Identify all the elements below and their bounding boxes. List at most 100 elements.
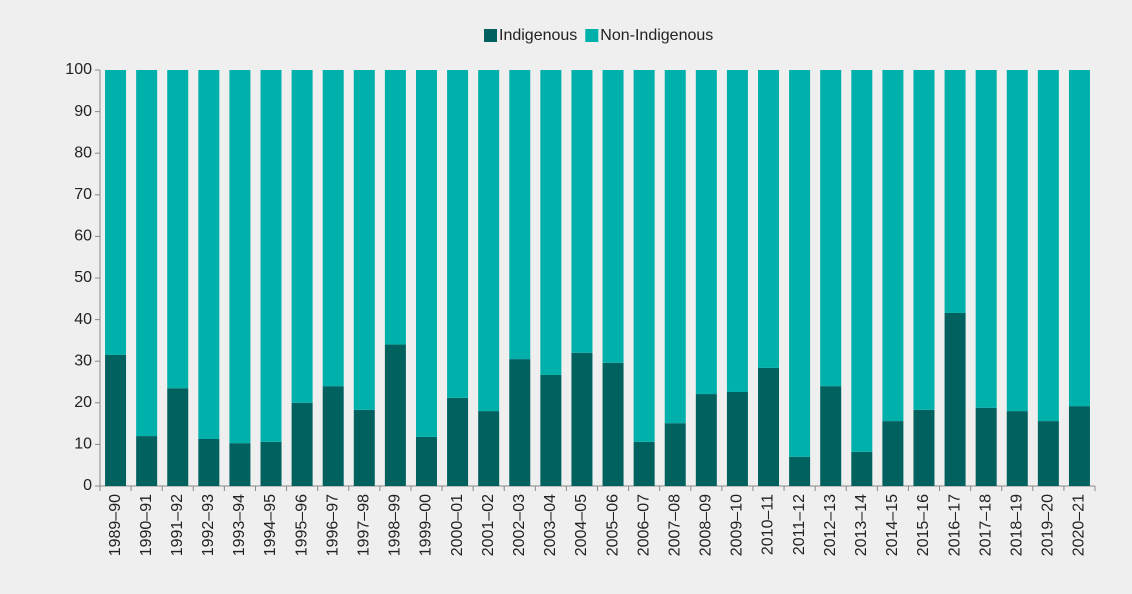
bar-segment xyxy=(105,70,127,355)
bar-segment xyxy=(1068,406,1090,486)
bar-segment xyxy=(229,70,251,444)
y-tick-label: 20 xyxy=(74,394,92,411)
y-tick-label: 40 xyxy=(74,311,92,328)
x-tick-label: 2014–15 xyxy=(884,494,901,556)
x-tick-label: 2013–14 xyxy=(853,494,870,556)
y-tick-label: 50 xyxy=(74,269,92,286)
x-tick-label: 1992–93 xyxy=(200,494,217,556)
bar-segment xyxy=(198,70,220,439)
y-tick-label: 30 xyxy=(74,352,92,369)
bar-segment xyxy=(291,70,313,403)
bar-segment xyxy=(975,407,997,486)
x-tick-label: 2015–16 xyxy=(915,494,932,556)
bar-segment xyxy=(789,70,811,457)
x-tick-label: 2004–05 xyxy=(573,494,590,556)
bar-segment xyxy=(789,456,811,486)
x-tick-label: 2009–10 xyxy=(729,494,746,556)
bar-segment xyxy=(1006,411,1028,486)
bar-segment xyxy=(602,362,624,486)
x-tick-label: 2007–08 xyxy=(666,494,683,556)
bar-segment xyxy=(1037,421,1059,486)
bar-segment xyxy=(478,70,500,412)
bar-segment xyxy=(447,70,469,398)
x-tick-label: 2017–18 xyxy=(977,494,994,556)
y-tick-label: 10 xyxy=(74,436,92,453)
y-tick-label: 80 xyxy=(74,144,92,161)
x-tick-label: 1991–92 xyxy=(169,494,186,556)
y-tick-label: 100 xyxy=(65,61,92,78)
bar-segment xyxy=(1068,70,1090,407)
x-tick-label: 2000–01 xyxy=(449,494,466,556)
y-tick-label: 0 xyxy=(83,477,92,494)
bar-segment xyxy=(944,70,966,313)
x-tick-label: 2016–17 xyxy=(946,494,963,556)
x-tick-label: 1994–95 xyxy=(262,494,279,556)
x-tick-label: 2012–13 xyxy=(822,494,839,556)
bar-segment xyxy=(415,436,437,486)
bar-segment xyxy=(851,70,873,452)
legend-swatch xyxy=(484,29,497,42)
bar-segment xyxy=(695,394,717,486)
bar-segment xyxy=(1037,70,1059,422)
bar-segment xyxy=(353,409,375,486)
legend-label: Indigenous xyxy=(499,27,577,44)
bar-segment xyxy=(167,388,189,486)
x-tick-label: 1996–97 xyxy=(324,494,341,556)
x-tick-label: 2006–07 xyxy=(635,494,652,556)
bar-segment xyxy=(384,344,406,486)
x-tick-label: 1997–98 xyxy=(356,494,373,556)
x-tick-label: 2019–20 xyxy=(1040,494,1057,556)
x-tick-label: 2010–11 xyxy=(760,494,777,555)
x-tick-label: 2001–02 xyxy=(480,494,497,556)
bar-segment xyxy=(571,352,593,486)
bar-segment xyxy=(447,397,469,486)
y-tick-label: 60 xyxy=(74,228,92,245)
x-tick-label: 1990–91 xyxy=(138,494,155,556)
bar-segment xyxy=(260,441,282,486)
x-tick-label: 2003–04 xyxy=(542,494,559,556)
bar-segment xyxy=(913,409,935,486)
bar-segment xyxy=(913,70,935,410)
y-tick-label: 70 xyxy=(74,186,92,203)
legend-swatch xyxy=(585,29,599,42)
bar-segment xyxy=(509,70,531,360)
bar-segment xyxy=(664,70,686,424)
bar-segment xyxy=(695,70,717,395)
bar-segment xyxy=(229,443,251,486)
x-tick-label: 2020–21 xyxy=(1071,494,1088,556)
bar-segment xyxy=(260,70,282,442)
bar-segment xyxy=(291,402,313,486)
bar-segment xyxy=(167,70,189,389)
x-tick-label: 2011–12 xyxy=(791,494,808,555)
bar-segment xyxy=(540,374,562,486)
x-tick-label: 2018–19 xyxy=(1008,494,1025,556)
legend-label: Non-Indigenous xyxy=(600,27,713,44)
bar-segment xyxy=(136,70,158,437)
bar-segment xyxy=(975,70,997,408)
y-tick-label: 90 xyxy=(74,103,92,120)
bar-segment xyxy=(882,70,904,422)
x-tick-label: 2005–06 xyxy=(604,494,621,556)
bar-segment xyxy=(198,438,220,486)
bar-segment xyxy=(758,70,780,368)
bar-segment xyxy=(726,70,748,392)
bar-segment xyxy=(105,354,127,486)
bar-segment xyxy=(820,70,842,387)
bar-segment xyxy=(882,421,904,486)
bar-segment xyxy=(602,70,624,363)
bar-segment xyxy=(571,70,593,353)
x-tick-label: 2002–03 xyxy=(511,494,528,556)
bar-segment xyxy=(322,70,344,387)
bar-segment xyxy=(726,391,748,486)
x-tick-label: 1993–94 xyxy=(231,494,248,556)
x-tick-label: 1989–90 xyxy=(107,494,124,556)
bar-segment xyxy=(415,70,437,437)
bar-segment xyxy=(758,367,780,486)
bar-segment xyxy=(820,386,842,486)
bar-segment xyxy=(944,312,966,486)
bar-segment xyxy=(136,436,158,486)
bar-segment xyxy=(353,70,375,410)
bar-segment xyxy=(540,70,562,375)
bar-segment xyxy=(509,359,531,486)
